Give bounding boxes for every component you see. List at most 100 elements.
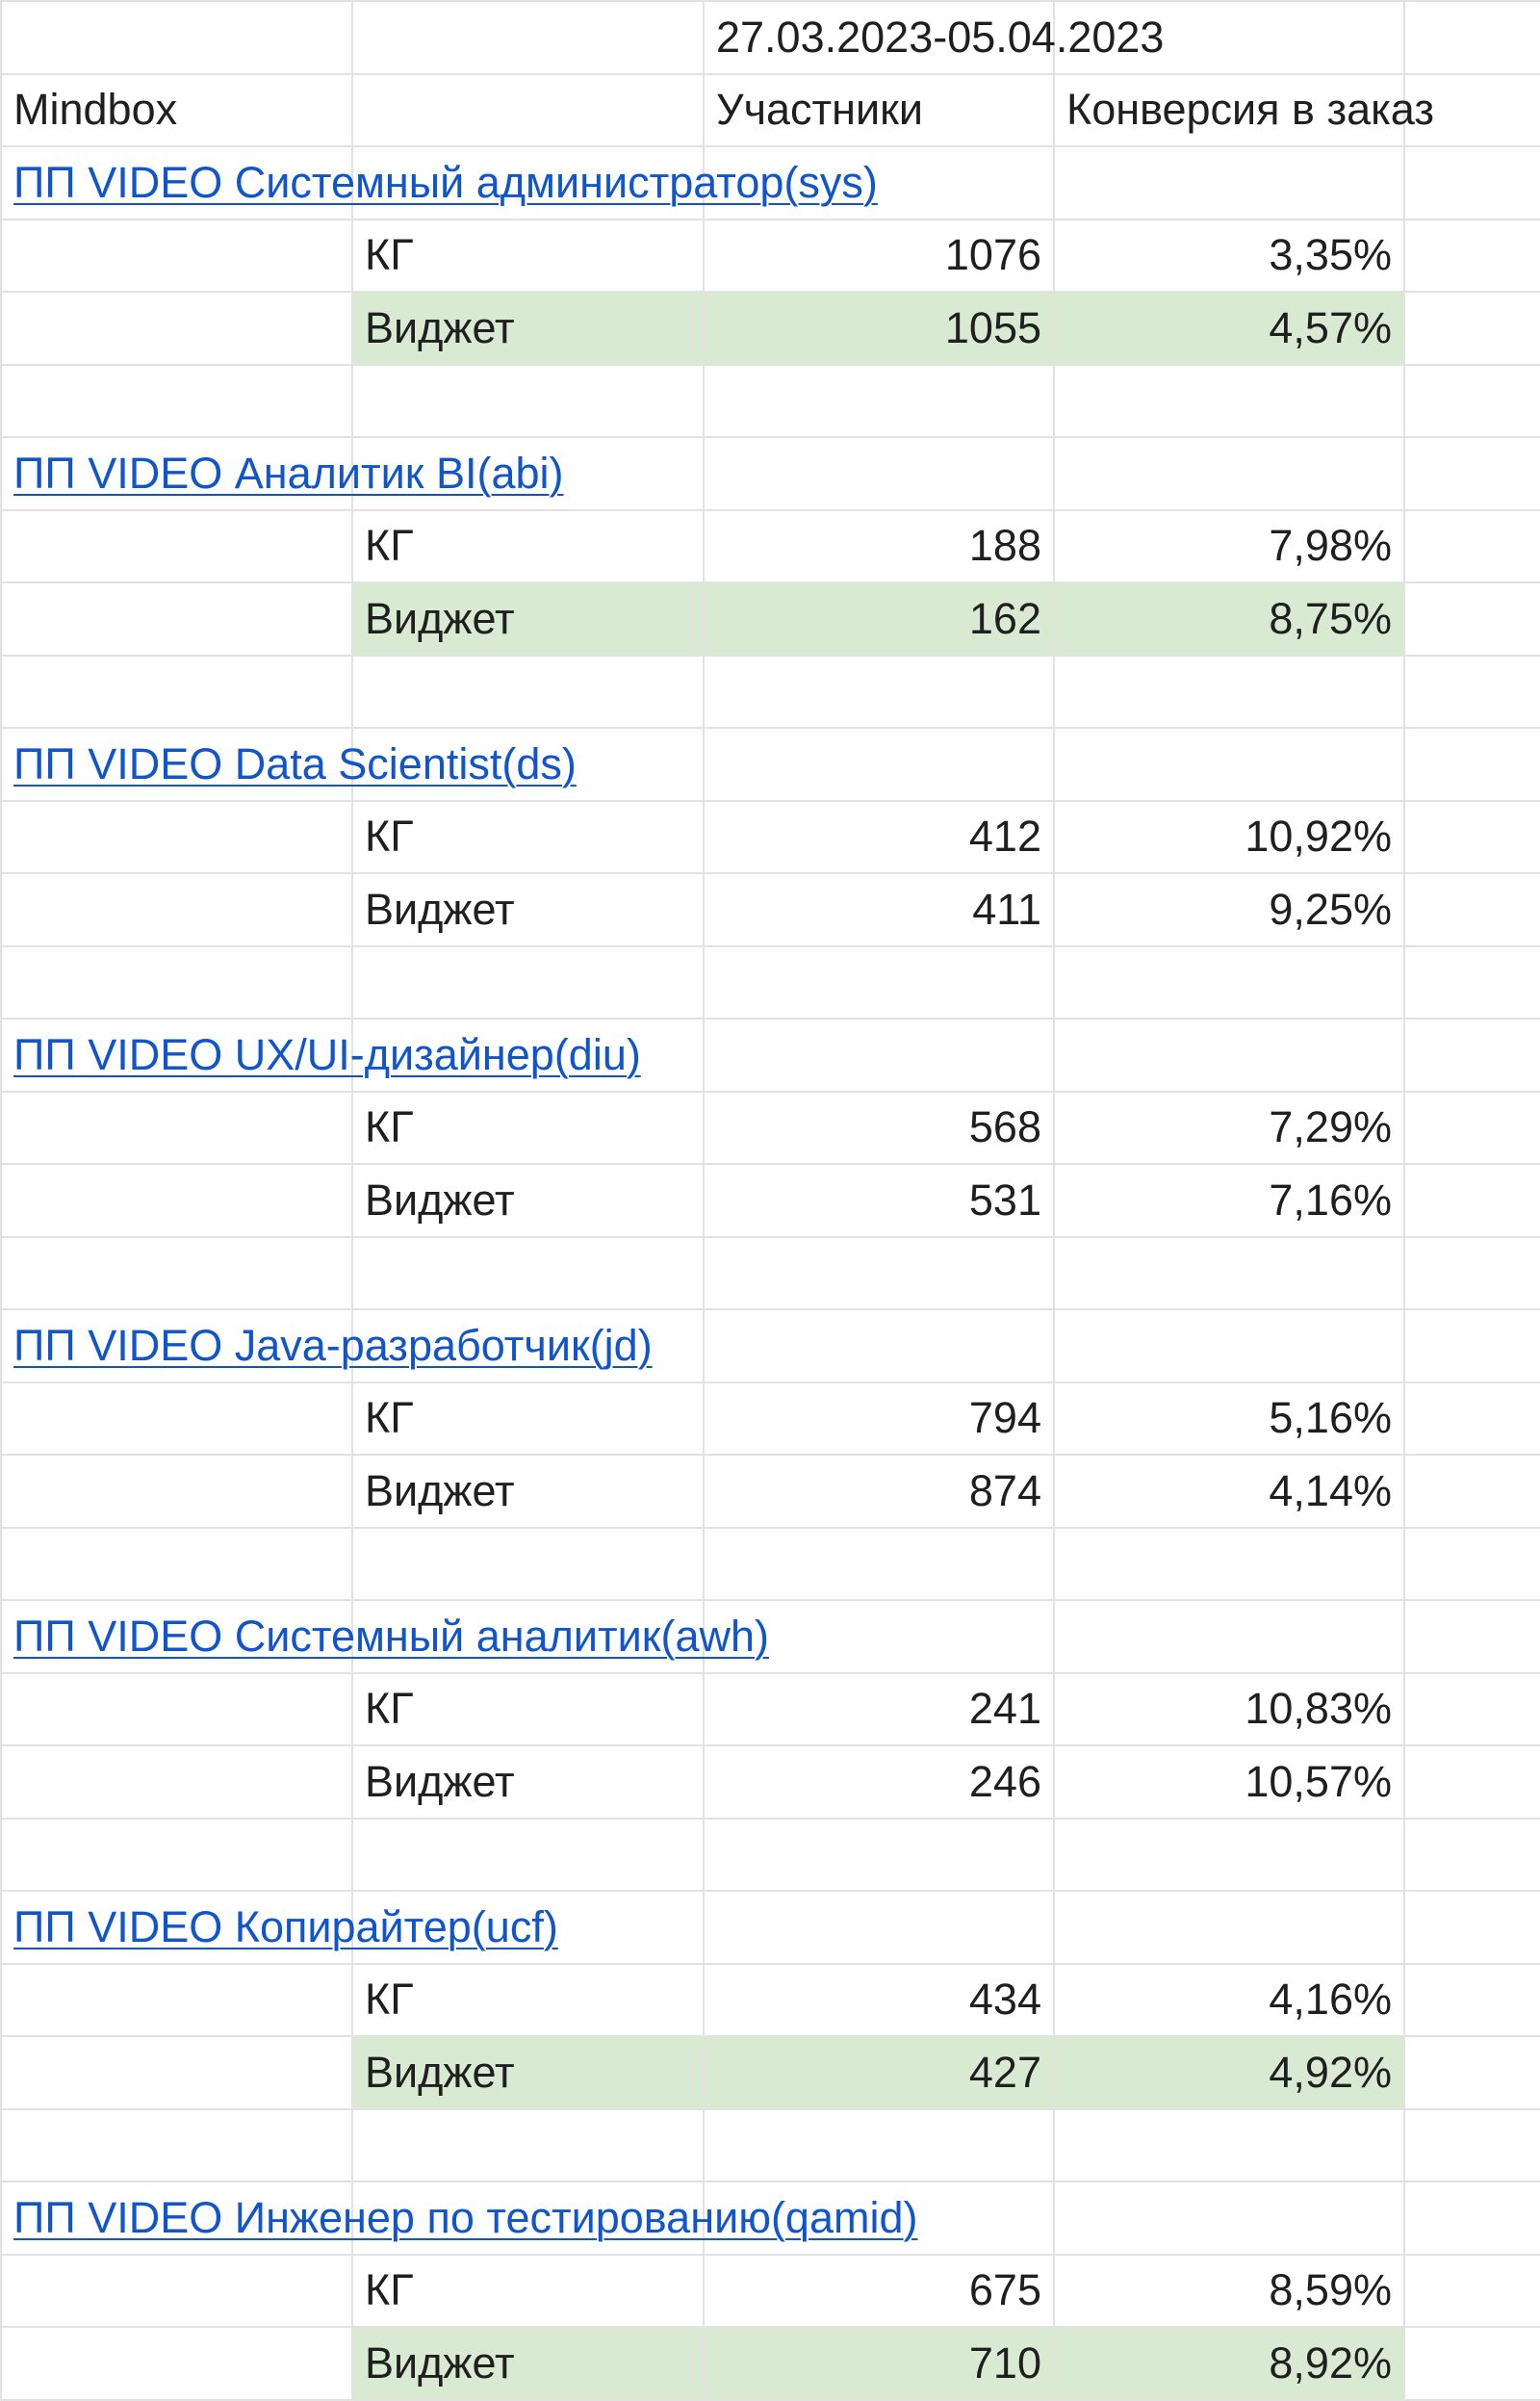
cell[interactable] bbox=[704, 1308, 1055, 1383]
cell[interactable] bbox=[1053, 1018, 1405, 1093]
group-label-cell[interactable]: КГ bbox=[351, 218, 705, 293]
cell[interactable] bbox=[0, 2035, 353, 2110]
cell[interactable] bbox=[703, 1235, 1055, 1310]
cell[interactable] bbox=[0, 654, 353, 729]
course-link[interactable]: ПП VIDEO Data Scientist(ds) bbox=[13, 738, 577, 788]
cell[interactable] bbox=[352, 145, 705, 220]
group-title-cell[interactable]: ПП VIDEO Data Scientist(ds) bbox=[0, 727, 577, 802]
group-title-cell[interactable]: ПП VIDEO Системный администратор(sys) bbox=[0, 145, 878, 220]
group-title-cell[interactable]: ПП VIDEO Системный аналитик(awh) bbox=[0, 1599, 769, 1674]
group-label-cell[interactable]: КГ bbox=[351, 508, 705, 583]
conversion-cell[interactable]: 10,83% bbox=[1053, 1671, 1405, 1746]
cell[interactable] bbox=[1403, 799, 1540, 874]
participants-cell[interactable]: 412 bbox=[703, 799, 1055, 874]
cell[interactable] bbox=[703, 2107, 1055, 2182]
group-label-cell[interactable]: Виджет bbox=[351, 291, 705, 366]
group-label-cell[interactable]: Виджет bbox=[351, 1744, 705, 1820]
course-link[interactable]: ПП VIDEO Системный аналитик(awh) bbox=[13, 1611, 770, 1661]
participants-cell[interactable]: 531 bbox=[703, 1163, 1055, 1238]
cell[interactable] bbox=[0, 218, 353, 293]
date-range-cell[interactable]: 27.03.2023-05.04.2023 bbox=[703, 0, 1164, 75]
cell[interactable] bbox=[1403, 581, 1540, 657]
cell[interactable] bbox=[352, 727, 705, 802]
cell[interactable] bbox=[0, 2107, 353, 2182]
cell[interactable] bbox=[1053, 2181, 1405, 2256]
cell[interactable] bbox=[703, 1817, 1055, 1892]
cell[interactable] bbox=[352, 2181, 705, 2256]
cell[interactable] bbox=[1403, 1018, 1540, 1093]
cell[interactable] bbox=[703, 1526, 1055, 1601]
cell[interactable] bbox=[1053, 944, 1405, 1020]
conversion-cell[interactable]: 5,16% bbox=[1053, 1381, 1405, 1456]
cell[interactable] bbox=[1403, 1962, 1540, 2037]
cell[interactable] bbox=[0, 508, 353, 583]
cell[interactable] bbox=[704, 2181, 1055, 2256]
cell[interactable] bbox=[1403, 1090, 1540, 1165]
cell[interactable] bbox=[1053, 1817, 1405, 1892]
cell[interactable] bbox=[1403, 1599, 1540, 1674]
participants-cell[interactable]: 874 bbox=[703, 1454, 1055, 1529]
cell[interactable] bbox=[351, 2107, 705, 2182]
cell[interactable] bbox=[703, 944, 1055, 1020]
group-title-cell[interactable]: ПП VIDEO Копирайтер(ucf) bbox=[0, 1890, 558, 1965]
participants-cell[interactable]: 411 bbox=[703, 872, 1055, 947]
cell[interactable] bbox=[1053, 727, 1405, 802]
cell[interactable] bbox=[1403, 1235, 1540, 1310]
cell[interactable] bbox=[351, 944, 705, 1020]
cell[interactable] bbox=[1403, 944, 1540, 1020]
conversion-cell[interactable]: 7,16% bbox=[1053, 1163, 1405, 1238]
cell[interactable] bbox=[0, 1090, 353, 1165]
cell[interactable] bbox=[0, 363, 353, 438]
conversion-cell[interactable]: 7,98% bbox=[1053, 508, 1405, 583]
cell[interactable] bbox=[1053, 1526, 1405, 1601]
cell[interactable] bbox=[1403, 2035, 1540, 2110]
group-title-cell[interactable]: ПП VIDEO UX/UI-дизайнер(diu) bbox=[0, 1018, 641, 1093]
cell[interactable] bbox=[1403, 2253, 1540, 2328]
course-link[interactable]: ПП VIDEO Инженер по тестированию(qamid) bbox=[13, 2192, 918, 2242]
group-label-cell[interactable]: КГ bbox=[351, 1090, 705, 1165]
cell[interactable] bbox=[0, 872, 353, 947]
course-link[interactable]: ПП VIDEO Системный администратор(sys) bbox=[13, 157, 878, 207]
participants-cell[interactable]: 710 bbox=[703, 2326, 1055, 2401]
cell[interactable] bbox=[703, 654, 1055, 729]
cell[interactable] bbox=[0, 0, 353, 75]
participants-cell[interactable]: 162 bbox=[703, 581, 1055, 657]
cell[interactable] bbox=[1403, 1163, 1540, 1238]
cell[interactable] bbox=[0, 1671, 353, 1746]
cell[interactable] bbox=[704, 1018, 1055, 1093]
cell[interactable] bbox=[1053, 2107, 1405, 2182]
conversion-cell[interactable]: 8,59% bbox=[1053, 2253, 1405, 2328]
cell[interactable] bbox=[1403, 0, 1540, 75]
course-link[interactable]: ПП VIDEO Аналитик BI(abi) bbox=[13, 448, 564, 498]
cell[interactable] bbox=[1403, 727, 1540, 802]
cell[interactable] bbox=[704, 1890, 1055, 1965]
cell[interactable] bbox=[1403, 363, 1540, 438]
cell[interactable] bbox=[1403, 436, 1540, 511]
conversion-cell[interactable]: 10,57% bbox=[1053, 1744, 1405, 1820]
cell[interactable] bbox=[1403, 1308, 1540, 1383]
cell[interactable] bbox=[0, 581, 353, 657]
group-label-cell[interactable]: Виджет bbox=[351, 581, 705, 657]
cell[interactable] bbox=[0, 1235, 353, 1310]
cell[interactable] bbox=[1053, 1308, 1405, 1383]
cell[interactable] bbox=[704, 1599, 1055, 1674]
cell[interactable] bbox=[0, 2253, 353, 2328]
cell[interactable] bbox=[352, 1018, 705, 1093]
cell[interactable] bbox=[1403, 1817, 1540, 1892]
participants-cell[interactable]: 188 bbox=[703, 508, 1055, 583]
cell[interactable] bbox=[1403, 218, 1540, 293]
course-link[interactable]: ПП VIDEO UX/UI-дизайнер(diu) bbox=[13, 1029, 641, 1079]
conversion-cell[interactable]: 8,92% bbox=[1053, 2326, 1405, 2401]
cell[interactable] bbox=[351, 654, 705, 729]
cell[interactable] bbox=[1053, 1599, 1405, 1674]
cell[interactable] bbox=[1053, 1235, 1405, 1310]
cell[interactable] bbox=[351, 0, 705, 75]
participants-cell[interactable]: 675 bbox=[703, 2253, 1055, 2328]
conversion-cell[interactable]: 4,92% bbox=[1053, 2035, 1405, 2110]
cell[interactable] bbox=[1403, 1381, 1540, 1456]
participants-cell[interactable]: 427 bbox=[703, 2035, 1055, 2110]
cell[interactable] bbox=[0, 1962, 353, 2037]
participants-cell[interactable]: 794 bbox=[703, 1381, 1055, 1456]
participants-cell[interactable]: 1076 bbox=[703, 218, 1055, 293]
cell[interactable] bbox=[1403, 145, 1540, 220]
